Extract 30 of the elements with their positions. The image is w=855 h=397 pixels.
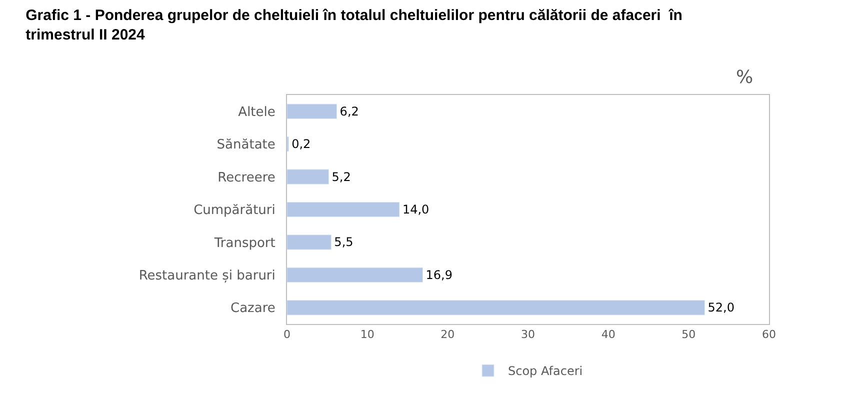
y-tick-label: Transport — [213, 236, 276, 251]
y-tick-label: Altele — [238, 104, 276, 120]
data-label: 5,2 — [332, 170, 351, 184]
y-tick-label: Sănătate — [216, 138, 276, 153]
bar — [287, 234, 332, 250]
bar — [287, 104, 338, 119]
text: % — [736, 67, 754, 88]
x-tick-label: 20 — [440, 328, 455, 342]
bar — [287, 169, 330, 184]
x-tick-label: 60 — [762, 328, 776, 342]
y-tick-label: Cazare — [230, 301, 276, 316]
y-tick-label: Cumpărături — [194, 203, 276, 218]
y-tick-label: Restaurante și baruri — [138, 268, 276, 284]
data-label: 52,0 — [708, 300, 734, 315]
legend-label: Scop Afaceri — [508, 364, 583, 378]
x-tick-label: 30 — [521, 328, 535, 342]
x-tick-label: 40 — [601, 328, 616, 342]
data-label: 5,5 — [334, 235, 354, 250]
x-tick-label: 50 — [682, 328, 696, 342]
x-tick-label: 10 — [360, 328, 374, 342]
y-tick-label: Recreere — [218, 170, 276, 186]
bar — [287, 267, 424, 283]
chart-title: Grafic 1 - Ponderea grupelor de cheltuieli în totalul cheltuielilor pentru călătorii de afaceri în trimestrul II 2024 — [26, 6, 682, 44]
data-label: 0,2 — [292, 137, 311, 152]
data-label: 6,2 — [340, 104, 359, 118]
data-label: 14,0 — [402, 202, 430, 216]
data-label: 16,9 — [426, 268, 452, 282]
bar — [287, 300, 705, 316]
bar — [287, 202, 400, 218]
x-tick-label: 0 — [284, 328, 290, 342]
